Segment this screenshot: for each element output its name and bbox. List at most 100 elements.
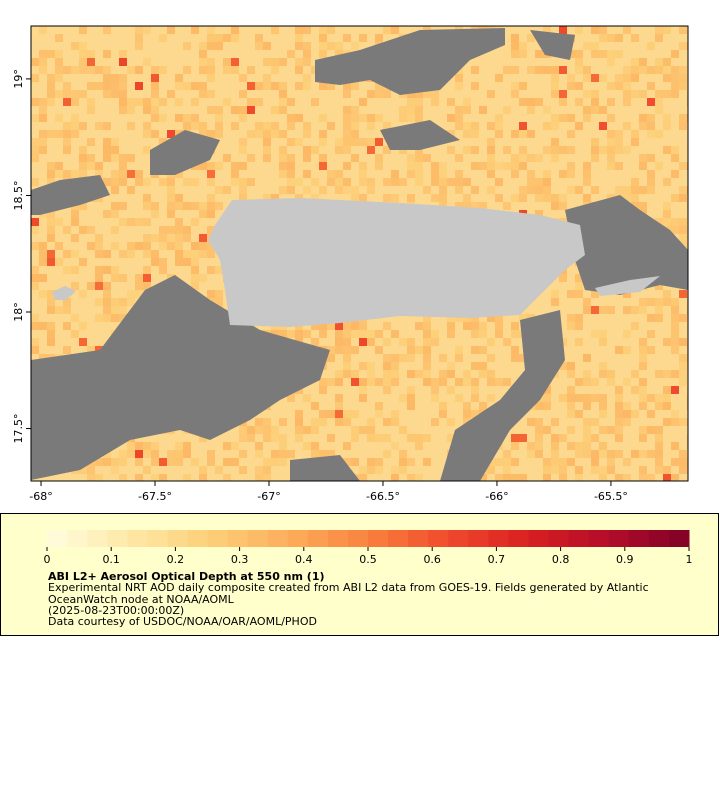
raster-cell <box>479 346 487 354</box>
colorbar-step <box>107 530 128 547</box>
raster-cell <box>479 370 487 378</box>
raster-cell <box>631 58 639 66</box>
colorbar-tick-label: 0.1 <box>102 553 120 566</box>
raster-cell <box>119 450 127 458</box>
raster-cell <box>159 98 167 106</box>
raster-cell <box>271 26 279 34</box>
raster-cell <box>271 122 279 130</box>
raster-cell <box>607 130 615 138</box>
raster-cell <box>87 66 95 74</box>
raster-cell <box>135 42 143 50</box>
raster-cell <box>359 162 367 170</box>
colorbar-step <box>247 530 269 547</box>
raster-cell <box>199 130 207 138</box>
raster-cell <box>103 90 111 98</box>
raster-cell <box>31 146 39 154</box>
raster-cell <box>655 106 663 114</box>
raster-cell <box>79 162 87 170</box>
raster-cell <box>375 434 383 442</box>
raster-cell <box>431 170 439 178</box>
raster-cell <box>327 178 335 186</box>
raster-cell <box>399 466 407 474</box>
raster-cell <box>487 466 495 474</box>
raster-cell <box>311 146 319 154</box>
raster-cell <box>151 74 159 82</box>
raster-cell <box>567 186 575 194</box>
raster-cell <box>455 122 463 130</box>
raster-cell <box>447 434 455 442</box>
raster-cell <box>103 266 111 274</box>
raster-cell <box>607 466 615 474</box>
raster-cell <box>535 178 543 186</box>
raster-cell <box>183 226 191 234</box>
raster-cell <box>511 130 519 138</box>
raster-cell <box>287 170 295 178</box>
colorbar-step <box>448 530 469 547</box>
raster-cell <box>71 170 79 178</box>
raster-cell <box>647 82 655 90</box>
raster-cell <box>103 50 111 58</box>
raster-cell <box>335 138 343 146</box>
raster-cell <box>295 418 303 426</box>
raster-cell <box>679 370 687 378</box>
raster-cell <box>647 42 655 50</box>
raster-cell <box>671 298 679 306</box>
raster-cell <box>575 314 583 322</box>
raster-cell <box>271 434 279 442</box>
raster-cell <box>255 130 263 138</box>
raster-cell <box>487 154 495 162</box>
raster-cell <box>399 338 407 346</box>
raster-cell <box>247 98 255 106</box>
raster-cell <box>151 82 159 90</box>
raster-cell <box>671 458 679 466</box>
raster-cell <box>671 90 679 98</box>
raster-cell <box>215 298 223 306</box>
raster-cell <box>119 274 127 282</box>
raster-cell <box>375 466 383 474</box>
raster-cell <box>575 290 583 298</box>
legend-line: Data courtesy of USDOC/NOAA/OAR/AOML/PHO… <box>48 615 317 628</box>
raster-cell <box>559 466 567 474</box>
colorbar-step <box>287 530 309 547</box>
colorbar-step <box>167 530 188 547</box>
raster-cell <box>447 362 455 370</box>
raster-cell <box>327 170 335 178</box>
raster-cell <box>215 466 223 474</box>
colorbar-step <box>67 530 88 547</box>
raster-cell <box>287 122 295 130</box>
colorbar-step <box>548 530 570 547</box>
raster-cell <box>103 306 111 314</box>
raster-cell <box>335 402 343 410</box>
raster-cell <box>463 314 471 322</box>
raster-cell <box>87 242 95 250</box>
raster-cell <box>671 338 679 346</box>
colorbar-step <box>508 530 529 547</box>
raster-cell <box>199 50 207 58</box>
raster-cell <box>287 138 295 146</box>
raster-cell <box>623 418 631 426</box>
raster-cell <box>79 58 87 66</box>
raster-cell <box>631 186 639 194</box>
raster-cell <box>199 82 207 90</box>
raster-cell <box>95 250 103 258</box>
raster-cell <box>591 466 599 474</box>
raster-cell <box>95 234 103 242</box>
raster-cell <box>463 402 471 410</box>
raster-cell <box>295 138 303 146</box>
raster-cell <box>407 194 415 202</box>
raster-cell <box>231 66 239 74</box>
raster-cell <box>551 434 559 442</box>
raster-cell <box>375 154 383 162</box>
y-tick-label: 18.5° <box>12 180 25 210</box>
raster-cell <box>47 178 55 186</box>
raster-cell <box>655 162 663 170</box>
raster-cell <box>551 74 559 82</box>
raster-cell <box>127 106 135 114</box>
raster-cell <box>175 250 183 258</box>
raster-cell <box>655 434 663 442</box>
raster-cell <box>391 170 399 178</box>
raster-cell <box>543 426 551 434</box>
raster-cell <box>287 186 295 194</box>
raster-cell <box>127 154 135 162</box>
raster-cell <box>567 162 575 170</box>
